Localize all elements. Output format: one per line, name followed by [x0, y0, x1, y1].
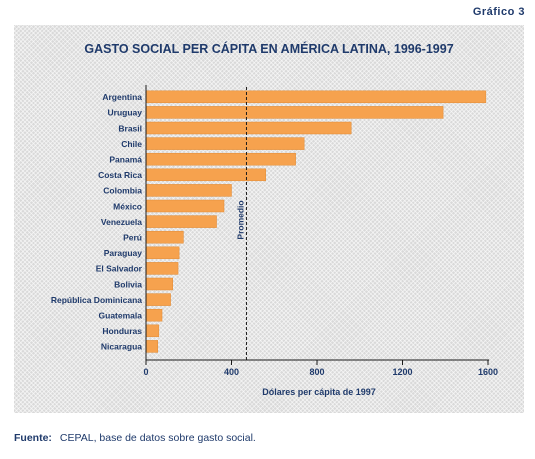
x-tick-label: 0 — [143, 367, 148, 377]
bar-11 — [145, 262, 179, 275]
bar-9 — [145, 230, 184, 244]
chart-title: GASTO SOCIAL PER CÁPITA EN AMÉRICA LATIN… — [84, 41, 453, 56]
category-label: Costa Rica — [98, 170, 142, 180]
source-label: Fuente: — [14, 432, 52, 444]
figure-label: Gráfico 3 — [472, 6, 525, 18]
bar-15 — [145, 324, 160, 338]
chart-panel: GASTO SOCIAL PER CÁPITA EN AMÉRICA LATIN… — [14, 25, 524, 413]
category-label: Honduras — [102, 326, 142, 336]
bars-layer — [145, 90, 487, 353]
category-label: Paraguay — [104, 248, 143, 258]
category-label: Bolivia — [114, 279, 142, 289]
source-note: Fuente: CEPAL, base de datos sobre gasto … — [14, 432, 256, 444]
x-axis: 0 400 800 1200 1600 — [143, 85, 498, 377]
x-tick-label: 1200 — [392, 367, 412, 377]
x-tick-label: 800 — [309, 367, 324, 377]
bar-5 — [145, 168, 266, 182]
bar-1 — [145, 106, 444, 119]
category-label: Guatemala — [99, 311, 143, 321]
bar-14 — [145, 308, 163, 322]
x-tick-label: 1600 — [478, 367, 498, 377]
category-labels: Argentina Uruguay Brasil Chile Panamá Costa R… — [51, 92, 143, 352]
bar-10 — [145, 246, 180, 260]
average-line-label: Promedio — [235, 200, 245, 239]
bar-16 — [145, 340, 159, 353]
category-label: Colombia — [103, 186, 142, 196]
bar-0 — [145, 90, 487, 104]
category-label: México — [113, 201, 142, 211]
category-label: Brasil — [118, 123, 142, 133]
category-label: Panamá — [109, 155, 142, 165]
category-label: Venezuela — [101, 217, 142, 227]
category-label: Perú — [123, 233, 142, 243]
category-label: Argentina — [102, 92, 142, 102]
x-axis-label: Dólares per cápita de 1997 — [262, 387, 376, 397]
category-label: República Dominicana — [51, 295, 142, 305]
category-label: Chile — [121, 139, 142, 149]
bar-12 — [145, 277, 173, 291]
source-text: CEPAL, base de datos sobre gasto social. — [59, 432, 256, 444]
bar-7 — [145, 199, 225, 213]
bar-2 — [145, 121, 352, 135]
bar-4 — [145, 152, 296, 166]
bar-chart: GASTO SOCIAL PER CÁPITA EN AMÉRICA LATIN… — [51, 41, 498, 397]
category-label: Uruguay — [108, 108, 143, 118]
reference-line-layer: Promedio — [235, 87, 247, 360]
category-label: El Salvador — [96, 264, 143, 274]
category-label: Nicaragua — [101, 342, 142, 352]
bar-8 — [145, 215, 217, 228]
x-tick-label: 400 — [224, 367, 239, 377]
bar-13 — [145, 293, 171, 306]
bar-6 — [145, 184, 232, 197]
bar-3 — [145, 137, 305, 150]
